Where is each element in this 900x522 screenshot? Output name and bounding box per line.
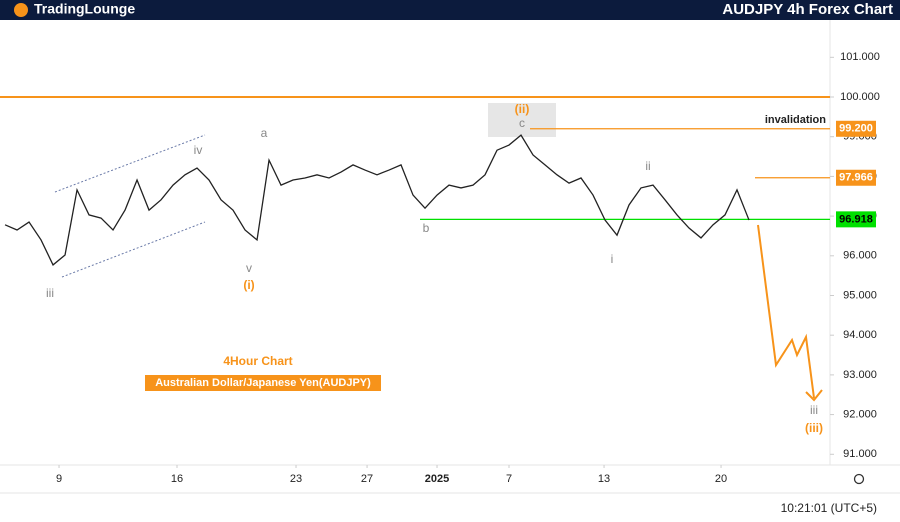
x-tick-label: 20 [715, 473, 727, 485]
x-tick-label: 9 [56, 473, 62, 485]
y-tick-label: 100.000 [840, 91, 880, 103]
y-tick-label: 94.000 [843, 329, 877, 341]
y-tick-label: 91.000 [843, 448, 877, 460]
x-tick-label: 16 [171, 473, 183, 485]
x-tick-label: 13 [598, 473, 610, 485]
y-tick-label: 96.000 [843, 250, 877, 262]
y-tick-label: 101.000 [840, 51, 880, 63]
x-tick-label: 27 [361, 473, 373, 485]
chart-subtitle: Australian Dollar/Japanese Yen(AUDJPY) [155, 377, 371, 389]
wave-label: iv [194, 143, 203, 157]
x-tick-label: 2025 [425, 473, 449, 485]
annotation: invalidation [765, 114, 826, 126]
projection-arrow [805, 389, 823, 402]
wave-label: (i) [243, 278, 254, 292]
wave-label: v [246, 261, 252, 275]
clock: 10:21:01 (UTC+5) [781, 501, 877, 515]
x-tick-label: 7 [506, 473, 512, 485]
x-tick-label: 23 [290, 473, 302, 485]
price-line [4, 134, 750, 266]
wave-label: (iii) [805, 421, 823, 435]
wave-label: b [423, 221, 430, 235]
settings-icon[interactable] [853, 473, 865, 485]
wave-label: iii [810, 403, 818, 417]
level-label: 96.918 [839, 213, 873, 225]
brand: TradingLounge [34, 1, 135, 17]
level-label: 97.966 [839, 172, 873, 184]
logo-icon [14, 3, 28, 17]
chart-title: 4Hour Chart [223, 354, 292, 368]
level-box [836, 120, 876, 137]
wave-label: i [611, 252, 614, 266]
wave-label: ii [645, 159, 650, 173]
wave-label: c [519, 116, 525, 130]
y-tick-label: 92.000 [843, 408, 877, 420]
highlight-box [488, 103, 556, 137]
wave-label: iii [46, 286, 54, 300]
channel-line [54, 134, 206, 193]
level-box [836, 211, 876, 228]
level-box [836, 169, 876, 186]
y-tick-label: 95.000 [843, 289, 877, 301]
level-label: 99.200 [839, 123, 873, 135]
wave-label: a [261, 126, 268, 140]
channel-line [61, 221, 206, 278]
wave-label: (ii) [515, 102, 530, 116]
projection-path [757, 224, 815, 399]
y-tick-label: 93.000 [843, 369, 877, 381]
page-title: AUDJPY 4h Forex Chart [722, 1, 893, 18]
subtitle-box [145, 375, 381, 391]
top-bar [0, 0, 900, 20]
